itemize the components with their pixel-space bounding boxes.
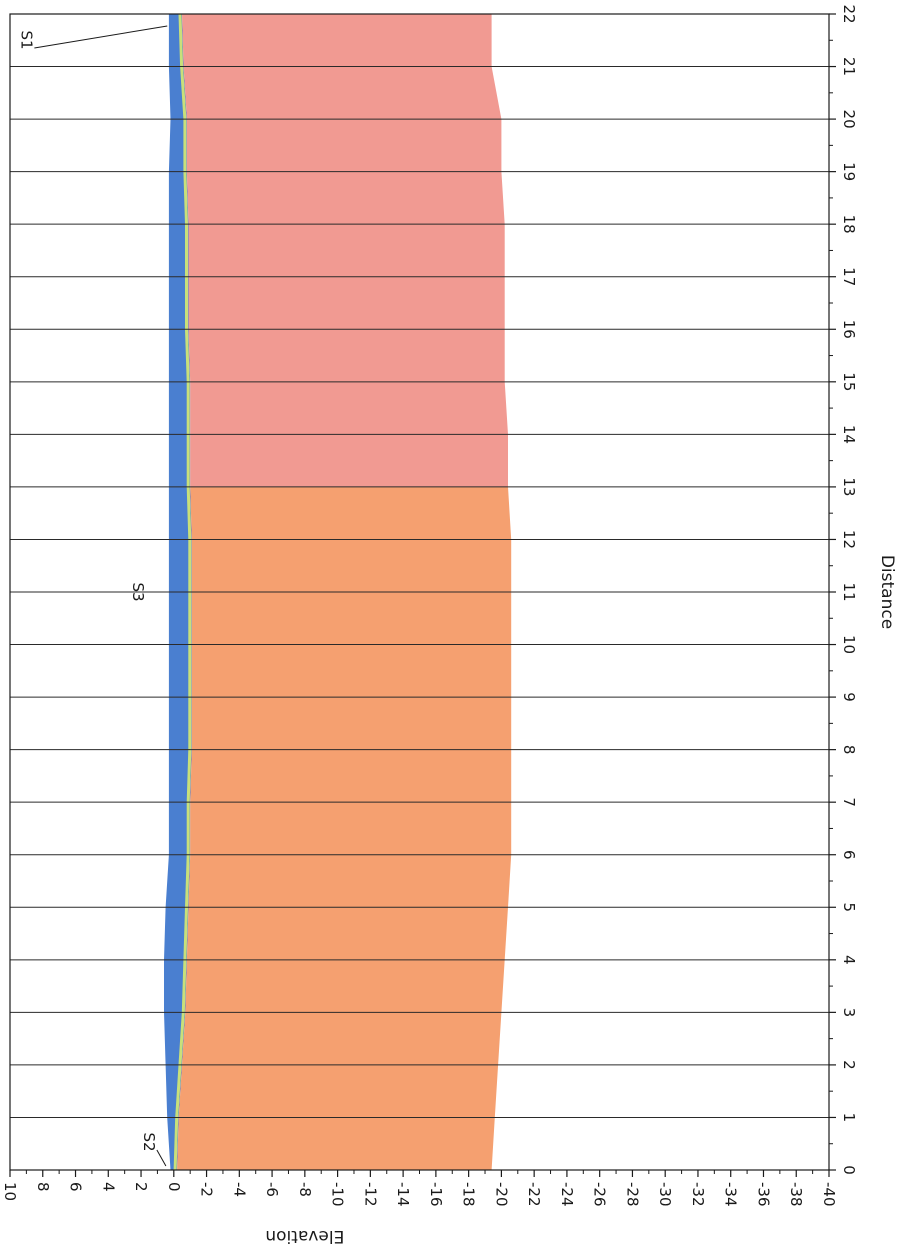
x-tick-label: 2 (840, 1060, 858, 1070)
x-tick-label: 19 (840, 162, 858, 181)
x-tick-label: 1 (840, 1113, 858, 1123)
x-tick-label: 3 (840, 1008, 858, 1018)
y-tick-label: -40 (820, 1182, 838, 1207)
y-tick-label: 10 (1, 1182, 19, 1201)
y-axis-title: Elevation (265, 1226, 344, 1246)
series-area-1 (177, 486, 512, 1170)
y-tick-label: -30 (656, 1182, 674, 1207)
elevation-tick-labels: 10 8 6 4 2 0 -2 -4 -6 -8 -10 -12 -14 -16 -18 -20 -22 -24-… (1, 1182, 838, 1207)
x-tick-label: 0 (840, 1165, 858, 1175)
series-area-2 (182, 14, 508, 487)
x-tick-label: 16 (840, 320, 858, 339)
y-tick-label: -2 (198, 1182, 216, 1197)
y-tick-label: 6 (67, 1182, 85, 1192)
x-tick-label: 7 (840, 797, 858, 807)
y-tick-label: 2 (132, 1182, 150, 1192)
y-tick-label: -16 (427, 1182, 445, 1207)
annotation-label: S3 (129, 582, 147, 601)
y-tick-label: -24 (558, 1182, 576, 1207)
x-tick-label: 22 (840, 4, 858, 23)
y-tick-label: -38 (787, 1182, 805, 1207)
y-tick-label: -8 (296, 1182, 314, 1197)
x-tick-label: 12 (840, 530, 858, 549)
x-tick-label: 20 (840, 110, 858, 129)
y-tick-label: -12 (361, 1182, 379, 1207)
x-tick-label: 18 (840, 215, 858, 234)
annotations: S2 S3 S1 (17, 25, 168, 1167)
annotation-leader (34, 25, 168, 49)
y-tick-label: -28 (623, 1182, 641, 1207)
x-axis-title: Distance (877, 555, 897, 629)
y-tick-label: -26 (591, 1182, 609, 1207)
x-tick-label: 13 (840, 477, 858, 496)
x-tick-label: 17 (840, 267, 858, 286)
annotation-label: S2 (140, 1132, 158, 1151)
x-tick-label: 6 (840, 850, 858, 860)
y-tick-label: -32 (689, 1182, 707, 1207)
x-tick-label: 11 (840, 582, 858, 601)
y-tick-label: 0 (165, 1182, 183, 1192)
x-tick-label: 14 (840, 425, 858, 444)
series-layer (164, 13, 512, 1171)
y-tick-label: -22 (525, 1182, 543, 1207)
y-tick-label: -4 (230, 1182, 248, 1197)
y-tick-label: -14 (394, 1182, 412, 1207)
x-tick-label: 4 (840, 955, 858, 965)
x-tick-label: 5 (840, 902, 858, 912)
x-tick-label: 9 (840, 692, 858, 702)
x-tick-label: 10 (840, 635, 858, 654)
y-tick-label: -36 (754, 1182, 772, 1207)
x-tick-label: 8 (840, 745, 858, 755)
y-tick-label: -34 (722, 1182, 740, 1207)
annotation-label: S1 (17, 30, 35, 49)
y-tick-label: -6 (263, 1182, 281, 1197)
annotation-leader (156, 1149, 167, 1167)
ticks-layer (9, 13, 836, 1177)
x-tick-label: 15 (840, 372, 858, 391)
y-tick-label: -20 (492, 1182, 510, 1207)
y-tick-label: 4 (99, 1182, 117, 1192)
y-tick-label: 8 (34, 1182, 52, 1192)
y-tick-label: -10 (329, 1182, 347, 1207)
y-tick-label: -18 (460, 1182, 478, 1207)
x-tick-label: 21 (840, 57, 858, 76)
